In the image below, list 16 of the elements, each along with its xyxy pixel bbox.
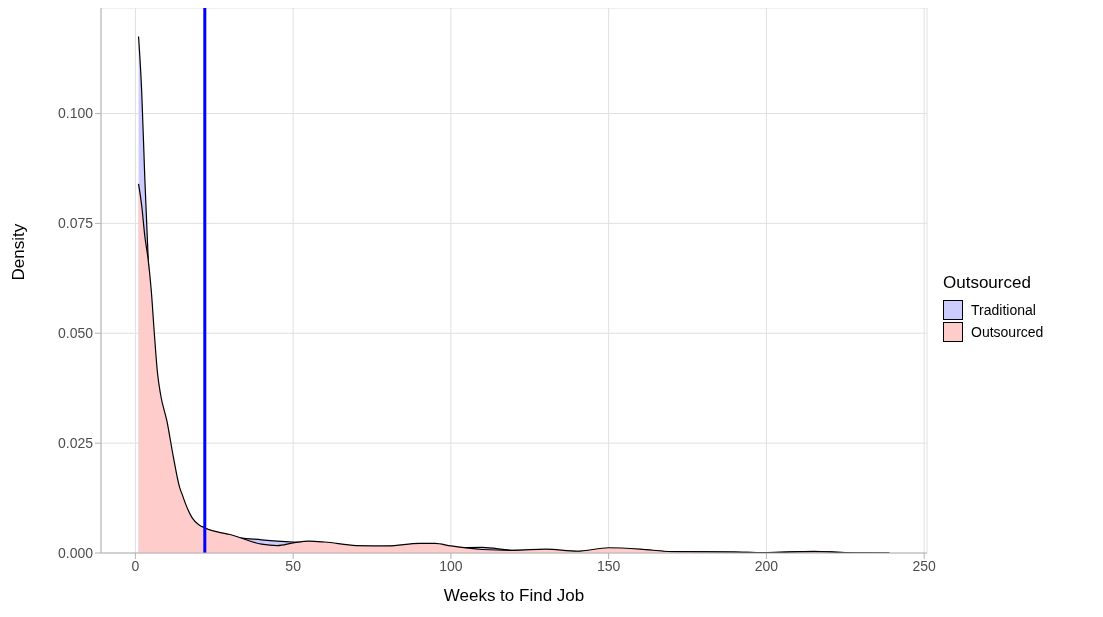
- x-tick-label: 100: [439, 557, 463, 574]
- x-tick-label: 50: [285, 557, 302, 574]
- x-tick-label: 150: [596, 557, 621, 574]
- y-tick-label: 0.025: [57, 435, 94, 452]
- x-tick-label: 250: [912, 557, 937, 574]
- y-tick-label: 0.000: [57, 544, 94, 561]
- y-tick-label: 0.100: [57, 105, 94, 122]
- y-axis-title: Density: [9, 223, 29, 281]
- x-axis-title: Weeks to Find Job: [443, 586, 585, 605]
- legend-label: Outsourced: [971, 324, 1044, 340]
- legend-title: Outsourced: [943, 273, 1032, 293]
- y-tick-label: 0.050: [57, 325, 94, 342]
- legend-label: Traditional: [971, 302, 1036, 318]
- y-tick-label: 0.075: [57, 215, 94, 232]
- x-tick-label: 200: [754, 557, 779, 574]
- x-tick-label: 0: [131, 557, 140, 574]
